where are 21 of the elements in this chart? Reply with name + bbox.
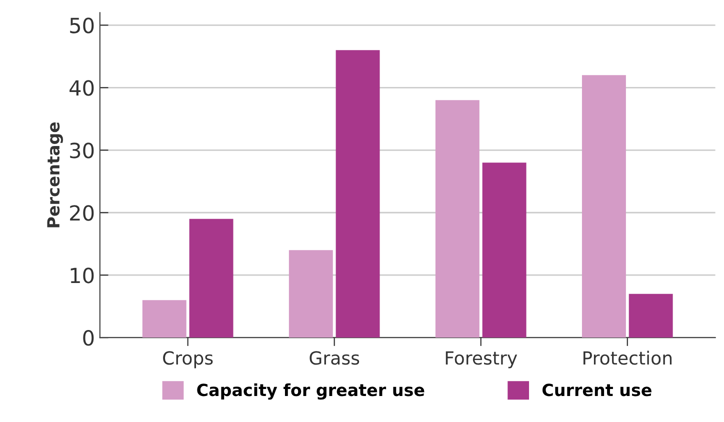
x-tick-label: Protection [584,350,672,365]
legend-label: Capacity for greater use [197,383,424,400]
y-tick-label: 10 [70,268,94,284]
x-tick-label: Grass [310,351,360,365]
y-tick-label: 50 [70,18,94,34]
bar [482,162,526,338]
bar [288,250,333,338]
x-tick-label: Crops [163,351,213,368]
bar [142,300,186,338]
bar [628,294,673,338]
legend-label: Current use [542,384,652,396]
y-tick-label: 20 [70,205,94,221]
y-tick-label: 0 [83,330,94,346]
bar [582,75,626,338]
bar [336,50,380,338]
y-axis-title: Percentage [47,122,63,228]
y-tick-label: 40 [70,80,94,96]
bar [435,100,480,338]
x-tick-label: Forestry [446,351,518,368]
y-tick-label: 30 [70,142,94,158]
bar [189,218,234,338]
